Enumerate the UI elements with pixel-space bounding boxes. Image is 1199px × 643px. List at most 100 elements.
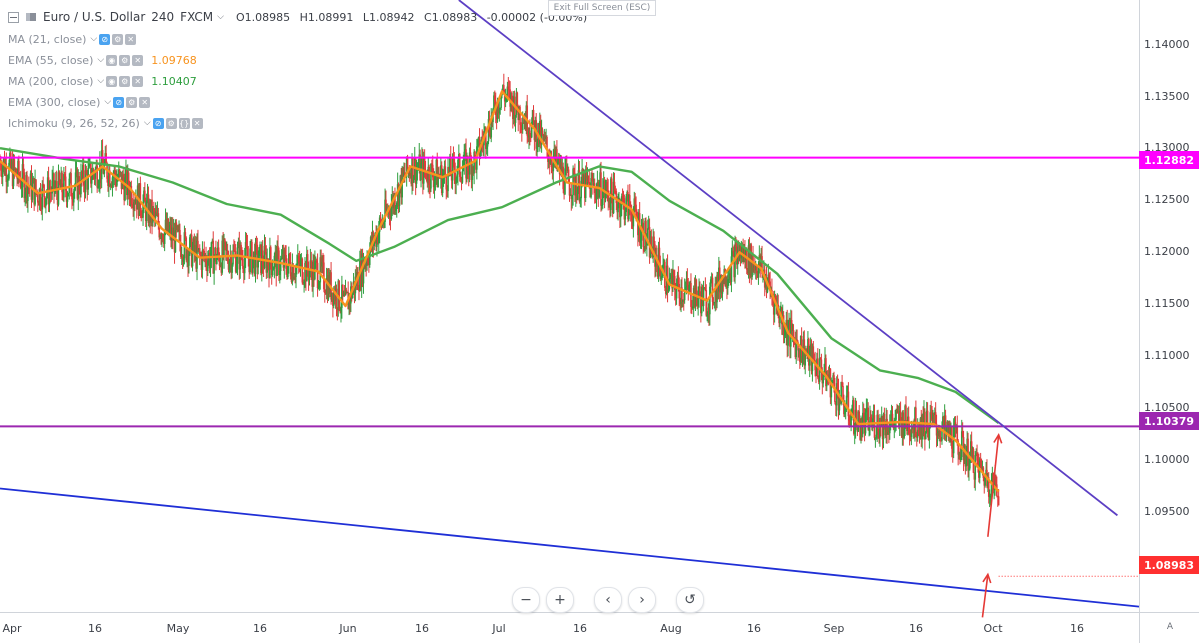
settings-icon[interactable]: ⚙ xyxy=(112,33,124,45)
candle-body xyxy=(147,194,150,223)
candle-body xyxy=(540,130,543,145)
candle-body xyxy=(988,496,991,498)
close-icon[interactable]: ✕ xyxy=(191,117,203,129)
candle-body xyxy=(538,123,540,144)
indicator-label[interactable]: Ichimoku (9, 26, 52, 26) xyxy=(8,116,140,130)
zoom-in-button[interactable]: + xyxy=(546,587,574,613)
candle-body xyxy=(867,407,869,430)
candle-body xyxy=(603,180,606,198)
scroll-left-button[interactable]: ‹ xyxy=(594,587,622,613)
close-icon[interactable]: ✕ xyxy=(139,96,151,108)
candle-body xyxy=(815,370,817,375)
price-tag-last: 1.08983 xyxy=(1139,556,1199,574)
candle-body xyxy=(672,270,674,289)
indicator-row-ma200[interactable]: MA (200, close) ⌵ ◉ ⚙ ✕ 1.10407 xyxy=(8,72,197,90)
reset-chart-button[interactable]: ↺ xyxy=(676,587,704,613)
candle-body xyxy=(980,461,983,469)
candle-body xyxy=(479,151,482,157)
candle-body xyxy=(85,170,88,175)
candle-body xyxy=(987,477,989,487)
candle-body xyxy=(222,240,224,258)
settings-icon[interactable]: ⚙ xyxy=(119,54,131,66)
candle-body xyxy=(66,195,69,202)
visibility-icon[interactable]: ◉ xyxy=(106,75,118,87)
candle-body xyxy=(434,175,437,180)
candle-body xyxy=(116,179,118,186)
candle-body xyxy=(141,215,143,218)
nav-spacer xyxy=(662,587,670,613)
chevron-down-icon[interactable]: ⌵ xyxy=(97,76,105,86)
candle-body xyxy=(218,255,221,266)
chevron-down-icon[interactable]: ⌵ xyxy=(97,55,105,65)
candle-body xyxy=(544,135,547,139)
indicator-row-ema300[interactable]: EMA (300, close) ⌵ ⊘ ⚙ ✕ xyxy=(8,93,151,111)
candle-body xyxy=(648,227,651,258)
candle-body xyxy=(744,247,746,260)
candle-body xyxy=(542,133,545,141)
candle-body xyxy=(107,178,109,186)
candle-body xyxy=(333,290,336,301)
candle-body xyxy=(628,195,631,209)
candle-body xyxy=(522,122,525,124)
indicator-label[interactable]: MA (21, close) xyxy=(8,32,87,46)
settings-icon[interactable]: ⚙ xyxy=(126,96,138,108)
candle-body xyxy=(50,192,53,194)
candle-body xyxy=(369,237,372,250)
candle-body xyxy=(340,307,342,312)
candle-body xyxy=(102,164,105,174)
chevron-down-icon[interactable]: ⌵ xyxy=(143,118,151,128)
candle-body xyxy=(774,296,777,299)
scroll-right-button[interactable]: › xyxy=(628,587,656,613)
candle-body xyxy=(635,204,637,217)
candle-body xyxy=(740,252,743,259)
visibility-icon[interactable]: ◉ xyxy=(106,54,118,66)
candle-body xyxy=(664,287,667,294)
candle-body xyxy=(519,106,521,125)
compare-symbol-icon[interactable] xyxy=(25,11,37,23)
indicator-row-ma21[interactable]: MA (21, close) ⌵ ⊘ ⚙ ✕ xyxy=(8,30,137,48)
candle-body xyxy=(849,420,852,426)
chevron-down-icon[interactable]: ⌵ xyxy=(217,12,224,22)
candle-body xyxy=(43,184,45,197)
chevron-down-icon[interactable]: ⌵ xyxy=(104,97,112,107)
candle-body xyxy=(821,372,824,384)
close-icon[interactable]: ✕ xyxy=(132,75,144,87)
candle-body xyxy=(670,274,672,279)
candle-body xyxy=(567,169,570,183)
visibility-off-icon[interactable]: ⊘ xyxy=(152,117,164,129)
indicator-row-ichimoku[interactable]: Ichimoku (9, 26, 52, 26) ⌵ ⊘ ⚙ {} ✕ xyxy=(8,114,203,132)
settings-icon[interactable]: ⚙ xyxy=(119,75,131,87)
candle-body xyxy=(974,455,977,480)
zoom-out-button[interactable]: − xyxy=(512,587,540,613)
candle-body xyxy=(35,179,37,192)
collapse-icon[interactable] xyxy=(8,11,19,23)
candle-body xyxy=(184,232,187,238)
candle-body xyxy=(207,260,209,272)
visibility-off-icon[interactable]: ⊘ xyxy=(113,96,125,108)
candle-body xyxy=(298,261,301,269)
candle-body xyxy=(399,175,402,185)
source-code-icon[interactable]: {} xyxy=(178,117,190,129)
candle-body xyxy=(164,219,167,231)
indicator-label[interactable]: MA (200, close) xyxy=(8,74,94,88)
exit-fullscreen-button[interactable]: Exit Full Screen (ESC) xyxy=(548,0,656,16)
candle-body xyxy=(942,416,944,428)
indicator-row-ema55[interactable]: EMA (55, close) ⌵ ◉ ⚙ ✕ 1.09768 xyxy=(8,51,197,69)
close-icon[interactable]: ✕ xyxy=(125,33,137,45)
auto-scale-button[interactable]: A xyxy=(1166,622,1174,632)
candle-body xyxy=(780,307,782,314)
indicator-label[interactable]: EMA (55, close) xyxy=(8,53,94,67)
candle-body xyxy=(937,432,940,437)
chevron-down-icon[interactable]: ⌵ xyxy=(90,34,98,44)
indicator-label[interactable]: EMA (300, close) xyxy=(8,95,101,109)
candle-body xyxy=(530,122,533,138)
candle-body xyxy=(706,315,708,317)
interval-label[interactable]: 240 xyxy=(151,10,175,24)
candle-body xyxy=(213,257,215,274)
settings-icon[interactable]: ⚙ xyxy=(165,117,177,129)
visibility-off-icon[interactable]: ⊘ xyxy=(99,33,111,45)
symbol-name[interactable]: Euro / U.S. Dollar xyxy=(43,10,146,24)
close-icon[interactable]: ✕ xyxy=(132,54,144,66)
